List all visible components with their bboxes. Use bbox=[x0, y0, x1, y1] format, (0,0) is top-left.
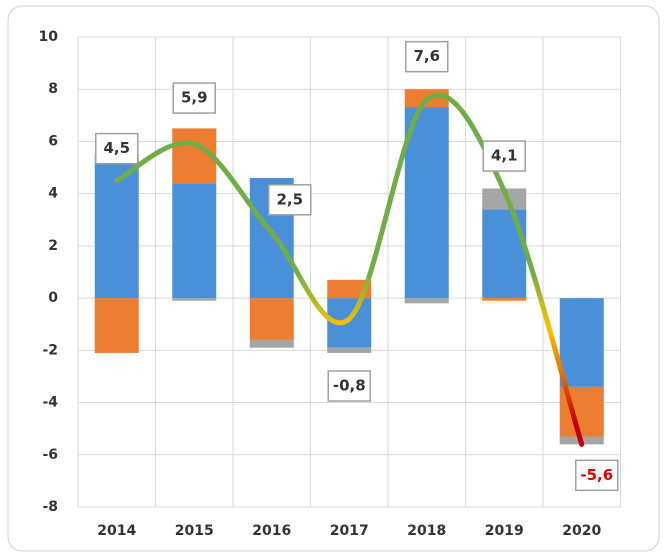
trend-line bbox=[114, 92, 585, 447]
data-label-box bbox=[172, 82, 216, 114]
bar-segment bbox=[172, 298, 217, 301]
data-label: 4,5 bbox=[103, 139, 130, 157]
y-tick-label: 8 bbox=[48, 81, 58, 97]
bar-segment bbox=[249, 339, 294, 348]
y-tick-label: 2 bbox=[48, 238, 58, 254]
bar-segment bbox=[94, 298, 139, 353]
x-tick-label: 2016 bbox=[252, 523, 291, 539]
bar-segment bbox=[559, 298, 604, 387]
bar-segment bbox=[172, 183, 217, 299]
y-tick-label: 0 bbox=[48, 290, 58, 306]
data-label-box bbox=[482, 140, 526, 172]
y-tick-label: -8 bbox=[42, 499, 58, 515]
data-label: 5,9 bbox=[181, 89, 208, 107]
data-label: -5,6 bbox=[580, 466, 613, 484]
data-label: -0,8 bbox=[333, 377, 366, 395]
x-tick-label: 2015 bbox=[175, 523, 214, 539]
bar-segment bbox=[327, 347, 372, 353]
y-tick-label: 6 bbox=[48, 133, 58, 149]
x-tick-label: 2019 bbox=[485, 523, 524, 539]
bar-segment bbox=[404, 107, 449, 299]
data-label-box bbox=[327, 370, 371, 402]
y-tick-label: 10 bbox=[39, 29, 59, 45]
bar-segment bbox=[249, 298, 294, 340]
bar-segment bbox=[482, 209, 527, 299]
y-tick-label: 4 bbox=[48, 186, 58, 202]
bar-segment bbox=[482, 188, 527, 210]
bar-segment bbox=[94, 154, 139, 299]
data-label: 7,6 bbox=[413, 47, 440, 65]
bar-segment bbox=[404, 298, 449, 304]
x-tick-label: 2020 bbox=[562, 523, 601, 539]
bar-segment bbox=[327, 279, 372, 299]
x-tick-label: 2017 bbox=[330, 523, 369, 539]
y-tick-label: -2 bbox=[42, 342, 58, 358]
bar-segment bbox=[482, 298, 527, 301]
data-label-box bbox=[405, 40, 449, 73]
data-label-box bbox=[95, 132, 139, 165]
data-label-box bbox=[575, 459, 619, 492]
data-label: 4,1 bbox=[491, 147, 518, 165]
data-label: 2,5 bbox=[276, 190, 303, 208]
x-tick-label: 2018 bbox=[407, 523, 446, 539]
x-tick-label: 2014 bbox=[97, 523, 136, 539]
data-label-box bbox=[268, 184, 312, 216]
y-tick-label: -4 bbox=[42, 395, 58, 411]
y-tick-label: -6 bbox=[42, 447, 58, 463]
